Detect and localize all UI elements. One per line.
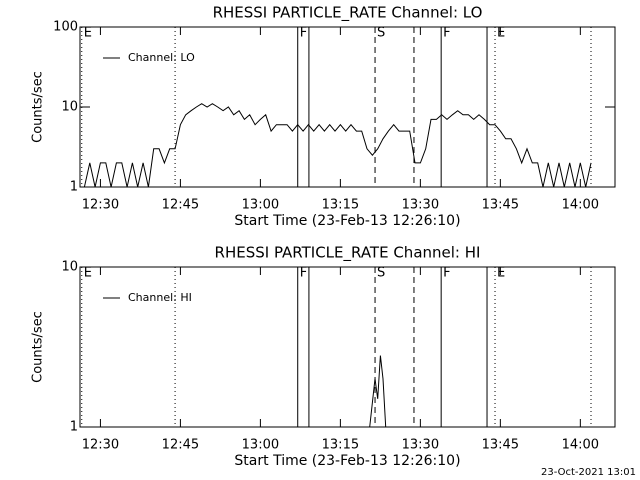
event-label: S	[377, 266, 385, 281]
legend-label: Channel: LO	[128, 51, 195, 64]
y-tick-label: 10	[61, 260, 78, 275]
event-label: S	[377, 26, 385, 41]
data-line	[369, 355, 387, 428]
chart-title: RHESSI PARTICLE_RATE Channel: HI	[215, 244, 481, 263]
x-axis-label: Start Time (23-Feb-13 12:26:10)	[234, 453, 460, 469]
x-tick-label: 13:15	[322, 438, 359, 453]
x-tick-label: 13:00	[242, 198, 279, 213]
x-tick-label: 12:45	[162, 438, 199, 453]
data-line	[83, 103, 592, 188]
x-tick-label: 12:45	[162, 198, 199, 213]
event-label: E	[497, 26, 505, 41]
timestamp: 23-Oct-2021 13:01	[541, 467, 636, 478]
chart-title: RHESSI PARTICLE_RATE Channel: LO	[213, 4, 483, 23]
x-tick-label: 14:00	[562, 438, 599, 453]
x-tick-label: 13:45	[482, 198, 519, 213]
event-label: E	[84, 266, 92, 281]
x-tick-label: 13:30	[402, 198, 439, 213]
x-tick-label: 13:00	[242, 438, 279, 453]
event-label: F	[443, 266, 450, 281]
event-label: E	[497, 266, 505, 281]
x-tick-label: 12:30	[82, 438, 119, 453]
y-axis-label: Counts/sec	[31, 311, 46, 383]
y-axis-label: Counts/sec	[31, 71, 46, 143]
x-tick-label: 13:30	[402, 438, 439, 453]
x-tick-label: 13:15	[322, 198, 359, 213]
event-label: F	[443, 26, 450, 41]
x-tick-label: 13:45	[482, 438, 519, 453]
x-tick-label: 14:00	[562, 198, 599, 213]
y-tick-label: 100	[53, 20, 78, 35]
y-tick-label: 1	[70, 180, 78, 195]
y-tick-label: 10	[61, 100, 78, 115]
event-label: E	[84, 26, 92, 41]
event-label: F	[300, 26, 307, 41]
x-axis-label: Start Time (23-Feb-13 12:26:10)	[234, 213, 460, 229]
x-tick-label: 12:30	[82, 198, 119, 213]
event-label: F	[300, 266, 307, 281]
plot-frame	[79, 266, 616, 428]
y-tick-label: 1	[70, 420, 78, 435]
legend-label: Channel: HI	[128, 291, 192, 304]
